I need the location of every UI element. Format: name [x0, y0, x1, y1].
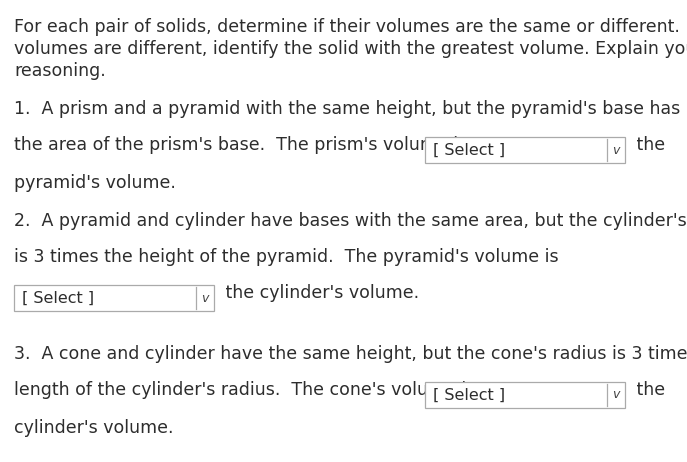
Text: v: v — [612, 144, 620, 157]
Text: pyramid's volume.: pyramid's volume. — [14, 174, 176, 192]
Text: v: v — [612, 389, 620, 401]
Text: the: the — [631, 381, 665, 399]
FancyBboxPatch shape — [14, 285, 214, 311]
Text: 3.  A cone and cylinder have the same height, but the cone's radius is 3 times t: 3. A cone and cylinder have the same hei… — [14, 345, 687, 363]
Text: reasoning.: reasoning. — [14, 62, 106, 80]
Text: v: v — [201, 292, 209, 304]
Text: the area of the prism's base.  The prism's volume is: the area of the prism's base. The prism'… — [14, 136, 467, 154]
Text: cylinder's volume.: cylinder's volume. — [14, 419, 174, 437]
Text: the: the — [631, 136, 665, 154]
Text: For each pair of solids, determine if their volumes are the same or different. I: For each pair of solids, determine if th… — [14, 18, 687, 36]
Text: [ Select ]: [ Select ] — [433, 142, 505, 158]
Text: the cylinder's volume.: the cylinder's volume. — [220, 284, 419, 302]
FancyBboxPatch shape — [425, 382, 625, 408]
Text: 1.  A prism and a pyramid with the same height, but the pyramid's base has 3 tim: 1. A prism and a pyramid with the same h… — [14, 100, 687, 118]
Text: [ Select ]: [ Select ] — [22, 291, 94, 305]
Text: 2.  A pyramid and cylinder have bases with the same area, but the cylinder's hei: 2. A pyramid and cylinder have bases wit… — [14, 212, 687, 230]
FancyBboxPatch shape — [425, 137, 625, 163]
Text: [ Select ]: [ Select ] — [433, 388, 505, 402]
Text: is 3 times the height of the pyramid.  The pyramid's volume is: is 3 times the height of the pyramid. Th… — [14, 248, 559, 266]
Text: volumes are different, identify the solid with the greatest volume. Explain your: volumes are different, identify the soli… — [14, 40, 687, 58]
Text: length of the cylinder's radius.  The cone's volume is: length of the cylinder's radius. The con… — [14, 381, 475, 399]
